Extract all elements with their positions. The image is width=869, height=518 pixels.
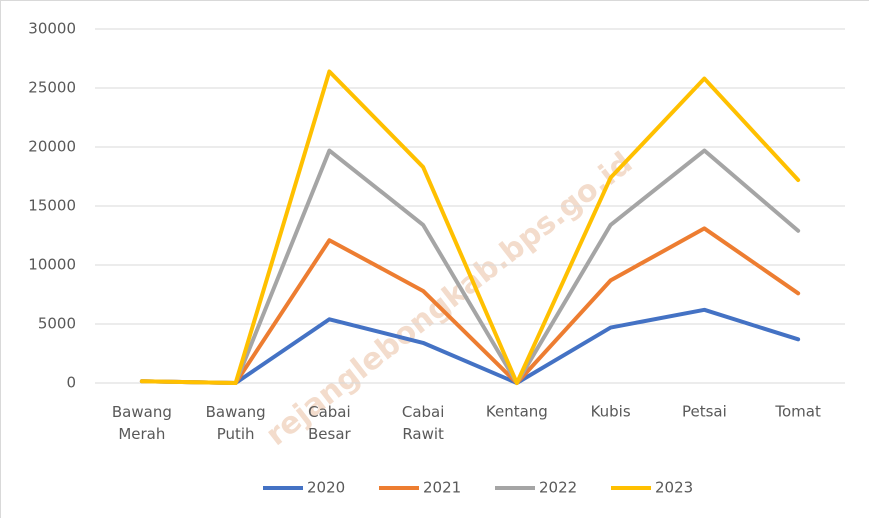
y-tick-label: 30000	[28, 20, 76, 38]
series-line	[139, 307, 801, 385]
y-tick-label: 15000	[28, 197, 76, 215]
x-tick-label: Bawang Putih	[206, 403, 266, 443]
x-tick-label: Petsai	[682, 403, 727, 421]
x-tick-label: Kubis	[591, 403, 631, 421]
x-tick-label-line: Bawang	[112, 403, 172, 421]
legend-label: 2022	[539, 479, 577, 497]
y-tick-label: 5000	[38, 315, 76, 333]
x-tick-label-line: Bawang	[206, 403, 266, 421]
series-line	[139, 69, 801, 385]
y-tick-label: 25000	[28, 79, 76, 97]
x-tick-label-line: Besar	[308, 425, 352, 443]
x-tick-label-line: Putih	[217, 425, 255, 443]
y-tick-label: 10000	[28, 256, 76, 274]
y-tick-label: 0	[66, 374, 76, 392]
x-tick-label-line: Merah	[118, 425, 165, 443]
series-line	[139, 226, 801, 385]
legend-label: 2020	[307, 479, 345, 497]
x-tick-label-line: Cabai	[308, 403, 351, 421]
x-tick-label: Kentang	[486, 403, 548, 421]
x-tick-label-line: Cabai	[402, 403, 445, 421]
legend-label: 2021	[423, 479, 461, 497]
x-tick-label: Tomat	[774, 403, 821, 421]
x-tick-label: Cabai Rawit	[402, 403, 445, 443]
series-line	[139, 148, 801, 385]
x-tick-label-line: Rawit	[402, 425, 444, 443]
y-tick-label: 20000	[28, 138, 76, 156]
x-tick-label: Bawang Merah	[112, 403, 172, 443]
legend-label: 2023	[655, 479, 693, 497]
x-tick-label: Cabai Besar	[308, 403, 352, 443]
